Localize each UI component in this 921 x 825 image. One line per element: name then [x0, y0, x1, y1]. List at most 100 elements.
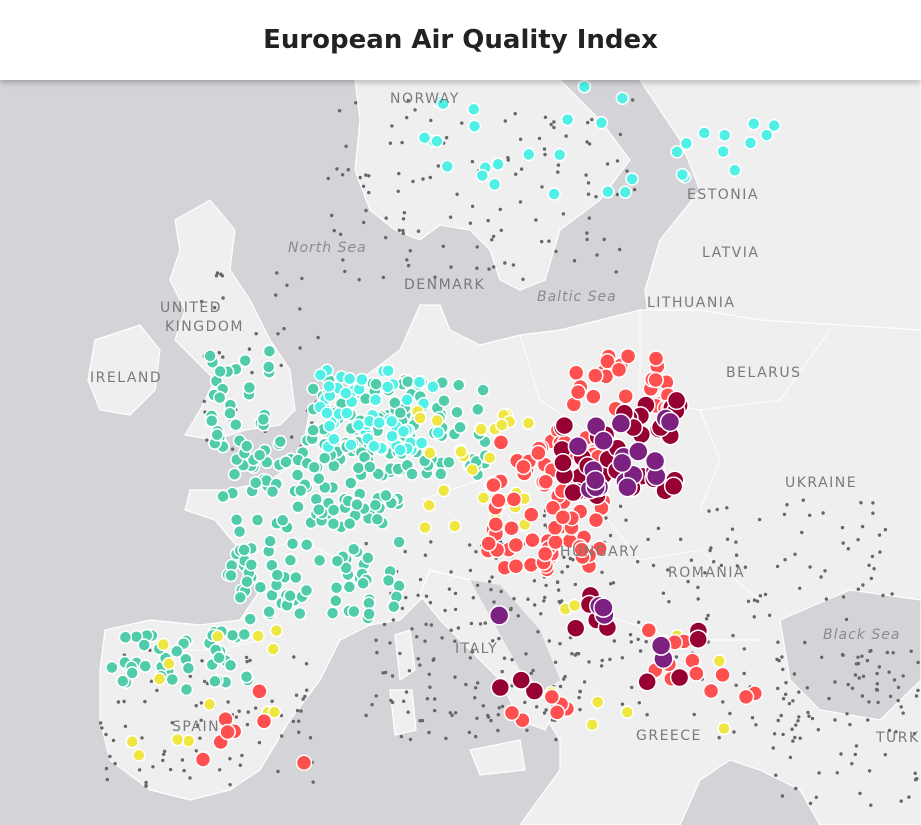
station-marker-fair[interactable] [453, 420, 467, 435]
station-marker-good[interactable] [625, 172, 639, 186]
station-marker-good[interactable] [430, 134, 444, 148]
station-marker-fair[interactable] [210, 428, 224, 442]
station-marker-poor[interactable] [505, 491, 523, 508]
station-marker-fair[interactable] [244, 558, 259, 572]
station-marker-fair[interactable] [253, 580, 268, 594]
station-marker-fair[interactable] [346, 542, 361, 556]
station-marker-poor[interactable] [647, 371, 664, 389]
station-marker-good[interactable] [487, 177, 502, 192]
station-marker-moderate[interactable] [152, 672, 167, 686]
station-marker-fair[interactable] [329, 594, 343, 608]
station-marker-fair[interactable] [350, 497, 364, 512]
station-marker-extremely-poor[interactable] [617, 476, 638, 498]
station-marker-poor[interactable] [487, 516, 505, 533]
station-marker-poor[interactable] [251, 683, 268, 700]
station-marker-fair[interactable] [212, 390, 227, 405]
station-marker-fair[interactable] [262, 344, 277, 358]
station-marker-very-poor[interactable] [490, 677, 511, 698]
station-marker-good[interactable] [385, 429, 399, 443]
station-marker-good[interactable] [355, 372, 369, 387]
station-marker-fair[interactable] [237, 543, 251, 557]
station-marker-fair[interactable] [283, 589, 297, 603]
station-marker-fair[interactable] [312, 471, 326, 486]
station-marker-poor[interactable] [530, 444, 547, 462]
station-marker-moderate[interactable] [717, 721, 731, 736]
station-marker-moderate[interactable] [712, 654, 727, 668]
station-marker-poor[interactable] [569, 383, 587, 401]
station-marker-fair[interactable] [330, 554, 345, 568]
station-marker-fair[interactable] [229, 417, 243, 432]
station-marker-moderate[interactable] [132, 748, 146, 762]
station-marker-good[interactable] [759, 128, 774, 142]
station-marker-fair[interactable] [471, 402, 485, 417]
station-marker-extremely-poor[interactable] [659, 411, 681, 433]
station-marker-poor[interactable] [295, 754, 313, 771]
station-marker-poor[interactable] [492, 434, 510, 451]
station-marker-moderate[interactable] [465, 462, 480, 477]
station-marker-fair[interactable] [451, 378, 466, 392]
station-marker-fair[interactable] [208, 674, 222, 689]
station-marker-fair[interactable] [307, 460, 321, 475]
station-marker-moderate[interactable] [521, 416, 536, 430]
station-marker-fair[interactable] [450, 405, 464, 419]
station-marker-fair[interactable] [283, 553, 298, 568]
station-marker-fair[interactable] [361, 551, 375, 565]
station-marker-poor[interactable] [610, 361, 628, 378]
station-marker-poor[interactable] [587, 511, 605, 529]
station-marker-moderate[interactable] [267, 705, 282, 719]
station-marker-good[interactable] [697, 126, 712, 140]
station-marker-poor[interactable] [194, 751, 212, 768]
station-marker-good[interactable] [417, 131, 432, 145]
station-marker-good[interactable] [368, 393, 383, 407]
station-marker-moderate[interactable] [423, 446, 437, 460]
station-marker-moderate[interactable] [482, 450, 497, 465]
station-marker-fair[interactable] [242, 380, 257, 395]
station-marker-fair[interactable] [405, 467, 419, 481]
station-marker-good[interactable] [372, 415, 386, 430]
station-marker-fair[interactable] [229, 513, 244, 527]
station-marker-moderate[interactable] [430, 413, 444, 428]
station-marker-fair[interactable] [369, 377, 383, 391]
station-marker-fair[interactable] [370, 512, 385, 527]
station-marker-poor[interactable] [599, 353, 616, 370]
station-marker-good[interactable] [577, 80, 592, 94]
station-marker-very-poor[interactable] [554, 415, 575, 436]
station-marker-moderate[interactable] [585, 717, 600, 732]
station-marker-moderate[interactable] [590, 695, 605, 709]
station-marker-good[interactable] [393, 443, 408, 457]
station-marker-moderate[interactable] [266, 642, 280, 656]
station-marker-fair[interactable] [116, 674, 130, 688]
station-marker-very-poor[interactable] [511, 670, 531, 690]
station-marker-good[interactable] [320, 406, 334, 420]
station-marker-extremely-poor[interactable] [567, 436, 589, 457]
station-marker-good[interactable] [675, 167, 690, 182]
station-marker-good[interactable] [491, 157, 505, 171]
station-marker-good[interactable] [679, 136, 694, 151]
station-marker-poor[interactable] [567, 364, 585, 382]
station-marker-moderate[interactable] [422, 498, 436, 513]
station-marker-fair[interactable] [248, 475, 263, 490]
station-marker-good[interactable] [615, 91, 630, 105]
station-marker-very-poor[interactable] [524, 681, 545, 701]
station-marker-fair[interactable] [342, 580, 357, 594]
station-marker-very-poor[interactable] [565, 618, 586, 638]
station-marker-fair[interactable] [262, 604, 276, 619]
station-marker-fair[interactable] [213, 364, 227, 379]
station-marker-fair[interactable] [339, 561, 353, 575]
station-marker-poor[interactable] [544, 499, 562, 517]
station-marker-moderate[interactable] [162, 656, 176, 671]
station-marker-extremely-poor[interactable] [585, 469, 606, 491]
station-marker-good[interactable] [367, 439, 381, 453]
station-marker-very-poor[interactable] [553, 453, 573, 473]
station-marker-fair[interactable] [270, 568, 285, 582]
station-marker-good[interactable] [426, 380, 440, 394]
station-marker-good[interactable] [313, 368, 328, 382]
station-marker-good[interactable] [431, 425, 445, 440]
station-marker-good[interactable] [440, 159, 455, 174]
station-marker-good[interactable] [521, 147, 536, 162]
station-marker-fair[interactable] [388, 396, 402, 410]
station-marker-poor[interactable] [480, 535, 497, 552]
station-marker-fair[interactable] [118, 630, 133, 645]
station-marker-moderate[interactable] [251, 629, 265, 643]
station-marker-fair[interactable] [344, 476, 358, 490]
